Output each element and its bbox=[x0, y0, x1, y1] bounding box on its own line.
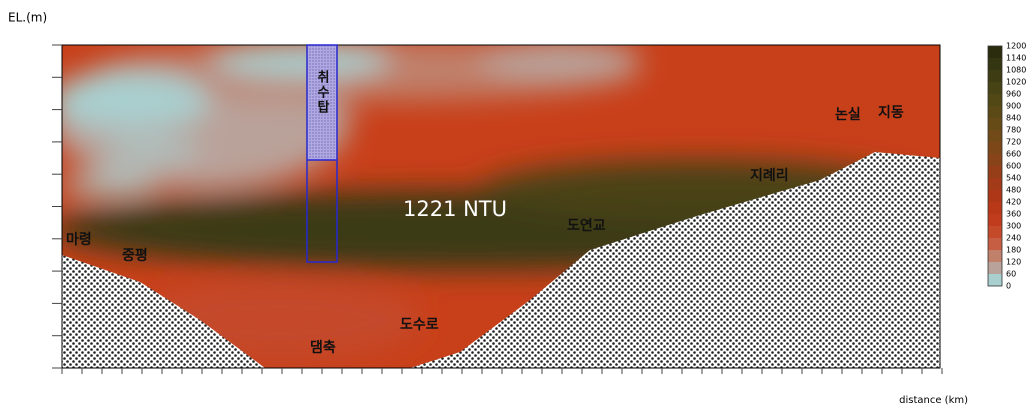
page: EL.(m) distance (km) 1221 NTU 1200114010… bbox=[0, 0, 1036, 410]
colorbar-swatch bbox=[988, 202, 1002, 214]
colorbar-swatch bbox=[988, 70, 1002, 82]
colorbar-label: 840 bbox=[1006, 114, 1021, 123]
colorbar-swatch bbox=[988, 166, 1002, 178]
colorbar-label: 960 bbox=[1006, 90, 1021, 99]
place-label: 마령 bbox=[66, 232, 92, 248]
colorbar-label: 720 bbox=[1006, 138, 1021, 147]
colorbar-label: 60 bbox=[1006, 270, 1016, 279]
place-label: 중평 bbox=[122, 247, 148, 264]
place-label: 지례리 bbox=[750, 168, 789, 184]
colorbar-label: 1200 bbox=[1006, 42, 1026, 51]
colorbar-label: 360 bbox=[1006, 210, 1021, 219]
x-axis-label: distance (km) bbox=[899, 395, 968, 406]
colorbar-swatch bbox=[988, 262, 1002, 274]
place-label: 논실 bbox=[835, 107, 861, 123]
tower-label: 취수탑 bbox=[312, 70, 331, 115]
colorbar: 1200114010801020960900840780720660600540… bbox=[988, 42, 1026, 291]
y-axis-label: EL.(m) bbox=[8, 11, 47, 25]
colorbar-swatch bbox=[988, 154, 1002, 166]
colorbar-label: 600 bbox=[1006, 162, 1021, 171]
colorbar-label: 0 bbox=[1006, 282, 1011, 291]
place-label: 도수로 bbox=[400, 317, 439, 333]
colorbar-swatch bbox=[988, 238, 1002, 250]
colorbar-label: 780 bbox=[1006, 126, 1021, 135]
colorbar-swatch bbox=[988, 226, 1002, 238]
colorbar-label: 480 bbox=[1006, 186, 1021, 195]
colorbar-swatch bbox=[988, 142, 1002, 154]
colorbar-label: 180 bbox=[1006, 246, 1021, 255]
colorbar-swatch bbox=[988, 94, 1002, 106]
colorbar-label: 420 bbox=[1006, 198, 1021, 207]
colorbar-label: 900 bbox=[1006, 102, 1021, 111]
place-label: 도연교 bbox=[567, 218, 606, 234]
colorbar-label: 1140 bbox=[1006, 54, 1026, 63]
colorbar-swatch bbox=[988, 58, 1002, 70]
colorbar-swatch bbox=[988, 46, 1002, 58]
place-label: 지동 bbox=[878, 105, 904, 121]
colorbar-swatch bbox=[988, 82, 1002, 94]
colorbar-swatch bbox=[988, 178, 1002, 190]
colorbar-swatch bbox=[988, 250, 1002, 262]
colorbar-swatch bbox=[988, 106, 1002, 118]
colorbar-label: 540 bbox=[1006, 174, 1021, 183]
colorbar-label: 120 bbox=[1006, 258, 1021, 267]
colorbar-swatch bbox=[988, 130, 1002, 142]
chart: EL.(m) distance (km) 1221 NTU 1200114010… bbox=[0, 0, 1036, 410]
colorbar-swatch bbox=[988, 118, 1002, 130]
colorbar-label: 660 bbox=[1006, 150, 1021, 159]
colorbar-swatch bbox=[988, 214, 1002, 226]
place-label: 댐축 bbox=[310, 339, 336, 356]
colorbar-label: 1020 bbox=[1006, 78, 1026, 87]
colorbar-label: 300 bbox=[1006, 222, 1021, 231]
annotation: 1221 NTU bbox=[403, 197, 507, 221]
colorbar-swatch bbox=[988, 190, 1002, 202]
colorbar-label: 240 bbox=[1006, 234, 1021, 243]
colorbar-label: 1080 bbox=[1006, 66, 1026, 75]
colorbar-swatch bbox=[988, 274, 1002, 286]
